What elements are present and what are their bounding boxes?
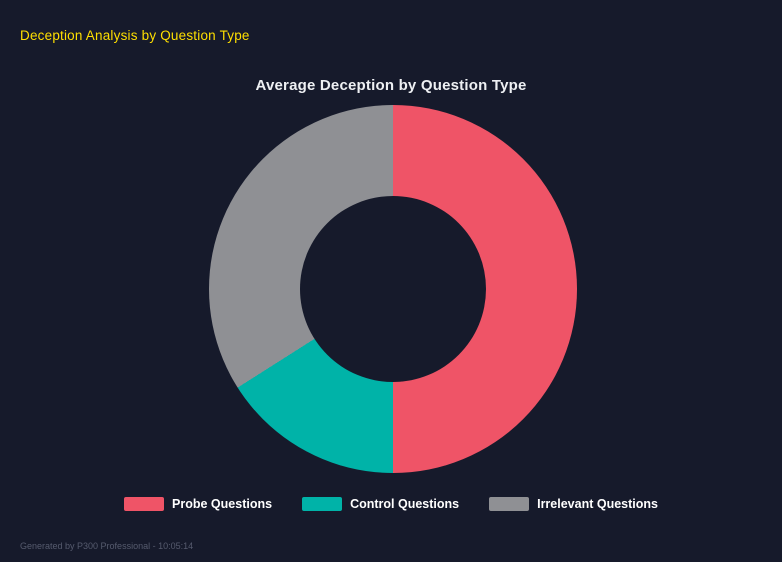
legend-item-probe[interactable]: Probe Questions <box>124 497 272 511</box>
donut-chart-container <box>209 105 577 473</box>
donut-hole <box>300 196 486 382</box>
chart-title: Average Deception by Question Type <box>255 77 527 94</box>
legend-label-irrelevant: Irrelevant Questions <box>537 497 658 511</box>
footer-status-text: Generated by P300 Professional - 10:05:1… <box>20 541 194 551</box>
legend-swatch-irrelevant <box>489 497 530 511</box>
legend-label-control: Control Questions <box>350 497 460 511</box>
legend-swatch-probe <box>124 497 165 511</box>
legend-swatch-control <box>302 497 343 511</box>
chart-legend: Probe Questions Control Questions Irrele… <box>0 497 782 511</box>
legend-item-control[interactable]: Control Questions <box>302 497 459 511</box>
page-title: Deception Analysis by Question Type <box>20 28 250 43</box>
legend-item-irrelevant[interactable]: Irrelevant Questions <box>489 497 658 511</box>
legend-label-probe: Probe Questions <box>172 497 273 511</box>
